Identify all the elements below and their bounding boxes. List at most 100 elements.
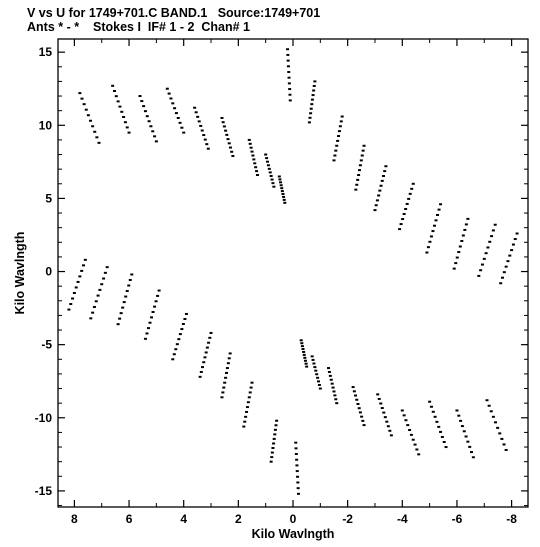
uv-point <box>357 169 361 172</box>
uv-point <box>302 350 306 353</box>
uv-point <box>499 282 503 285</box>
uv-point <box>89 317 93 320</box>
uv-point <box>361 419 365 422</box>
uv-point <box>91 125 95 128</box>
uv-point <box>335 402 339 405</box>
uv-point <box>379 184 383 187</box>
uv-point <box>148 321 152 324</box>
uv-point <box>300 345 304 348</box>
uv-point <box>278 178 282 181</box>
uv-point <box>94 300 98 303</box>
uv-point <box>157 289 161 292</box>
uv-point <box>477 274 481 277</box>
uv-point <box>128 278 132 281</box>
uv-point <box>227 357 231 360</box>
uv-point <box>82 264 86 267</box>
uv-point <box>156 294 160 297</box>
uv-point <box>460 239 464 242</box>
uv-point <box>479 269 483 272</box>
uv-point <box>360 415 364 418</box>
uv-point <box>171 102 175 105</box>
uv-point <box>296 492 300 495</box>
uv-point <box>411 438 415 441</box>
uv-point <box>116 100 120 103</box>
uv-point <box>127 284 131 287</box>
uv-point <box>500 276 504 279</box>
uv-point <box>334 398 338 401</box>
uv-point <box>425 251 429 254</box>
uv-point <box>183 317 187 320</box>
uv-point <box>230 150 234 153</box>
y-tick-label: 10 <box>39 118 53 132</box>
uv-point <box>255 170 259 173</box>
uv-point <box>357 407 361 410</box>
uv-point <box>226 138 230 141</box>
uv-point <box>332 159 336 162</box>
uv-point <box>154 140 158 143</box>
uv-point <box>379 402 383 405</box>
uv-point <box>71 297 75 300</box>
uv-point <box>149 125 153 128</box>
uv-point <box>228 352 232 355</box>
uv-point <box>288 99 292 102</box>
uv-point <box>413 443 417 446</box>
y-tick-label: 0 <box>45 265 52 279</box>
uv-point <box>339 120 343 123</box>
uv-point <box>91 311 95 314</box>
uv-point <box>405 202 409 205</box>
uv-point <box>105 266 109 269</box>
uv-point <box>338 125 342 128</box>
uv-point <box>312 362 316 365</box>
uv-point <box>181 323 185 326</box>
uv-point <box>455 256 459 259</box>
uv-point <box>484 252 488 255</box>
uv-point <box>317 380 321 383</box>
uv-point <box>228 146 232 149</box>
uv-point <box>361 149 365 152</box>
uv-point <box>464 223 468 226</box>
uv-point <box>142 105 146 108</box>
uv-point <box>374 204 378 207</box>
uv-point <box>309 112 313 115</box>
uv-point <box>496 426 500 429</box>
uv-point <box>176 116 180 119</box>
uv-point <box>437 208 441 211</box>
uv-point <box>271 447 275 450</box>
uv-point <box>402 414 406 417</box>
uv-point <box>287 76 291 79</box>
uv-point <box>428 240 432 243</box>
uv-point <box>307 121 311 124</box>
uv-point <box>247 396 251 399</box>
uv-point <box>359 159 363 162</box>
uv-point <box>500 437 504 440</box>
uv-point <box>267 167 271 170</box>
uv-point <box>282 195 286 198</box>
uv-point <box>470 451 474 454</box>
y-axis-ticks: 15 10 5 0 -5 -10 -15 <box>35 45 528 507</box>
uv-point <box>199 370 203 373</box>
uv-point <box>295 470 299 473</box>
x-tick-label: 8 <box>71 512 78 526</box>
uv-point <box>491 229 495 232</box>
uv-point <box>270 178 274 181</box>
uv-point <box>180 328 184 331</box>
uv-point <box>100 283 104 286</box>
uv-point <box>145 115 149 118</box>
uv-point <box>177 338 181 341</box>
uv-point <box>410 187 414 190</box>
uv-point <box>466 440 470 443</box>
uv-point <box>301 348 305 351</box>
uv-point <box>466 217 470 220</box>
uv-point <box>431 230 435 233</box>
uv-point <box>381 174 385 177</box>
uv-point <box>147 120 151 123</box>
uv-point <box>311 94 315 97</box>
uv-point <box>485 399 489 402</box>
uv-point <box>153 135 157 138</box>
x-axis-label: Kilo Wavlngth <box>252 527 335 541</box>
x-tick-label: 0 <box>290 512 297 526</box>
uv-point <box>288 88 292 91</box>
uv-point <box>180 126 184 129</box>
uv-point <box>452 267 456 270</box>
